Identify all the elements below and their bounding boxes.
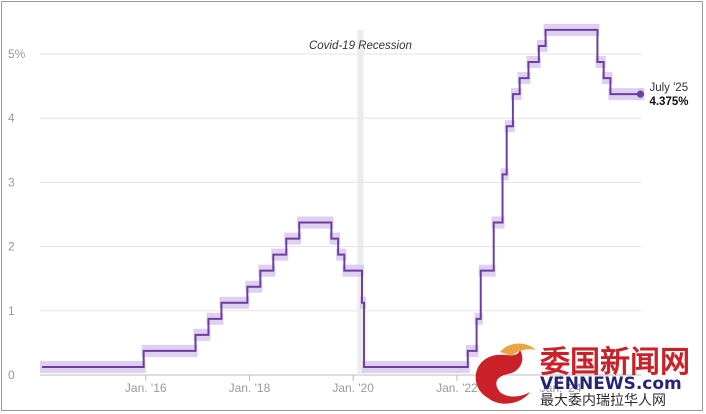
recession-label: Covid-19 Recession	[309, 40, 412, 52]
watermark-chinese-title: 委国新闻网	[540, 345, 690, 380]
series-line-layer	[42, 28, 641, 368]
x-tick-label: Jan. '16	[125, 381, 167, 395]
y-tick-label: 5%	[8, 47, 26, 61]
dragon-tail-icon	[500, 343, 536, 356]
axis-label-layer: 0 1 2 3 4 5% Jan. '16 Jan. '18 Jan. '20 Jan. '22 J…	[8, 47, 582, 395]
x-tick-label: Jan. '22	[436, 381, 478, 395]
y-tick-label: 3	[8, 175, 15, 189]
y-tick-label: 4	[8, 111, 15, 125]
grid-layer	[40, 53, 641, 381]
recession-band	[357, 30, 364, 375]
recession-layer: Covid-19 Recession	[309, 30, 412, 375]
x-tick-label: Jan. '24	[540, 381, 582, 395]
y-tick-label: 0	[8, 368, 15, 382]
end-marker-group: July '25 4.375%	[636, 82, 688, 108]
watermark-chinese-sub: 最大委内瑞拉华人网	[540, 393, 666, 409]
watermark-english: VENNEWS.com	[540, 374, 682, 394]
x-tick-label: Jan. '20	[332, 381, 374, 395]
range-band-layer	[40, 23, 645, 373]
dragon-logo-icon	[475, 350, 530, 404]
end-value-label: 4.375%	[649, 96, 688, 108]
y-tick-label: 2	[8, 240, 15, 254]
watermark-logo: 委国新闻网 VENNEWS.com 最大委内瑞拉华人网	[475, 343, 690, 409]
rate-series-line	[42, 28, 641, 368]
end-point	[636, 90, 645, 98]
y-tick-label: 1	[8, 304, 15, 318]
end-date-label: July '25	[649, 82, 688, 94]
x-tick-label: Jan. '18	[229, 381, 271, 395]
